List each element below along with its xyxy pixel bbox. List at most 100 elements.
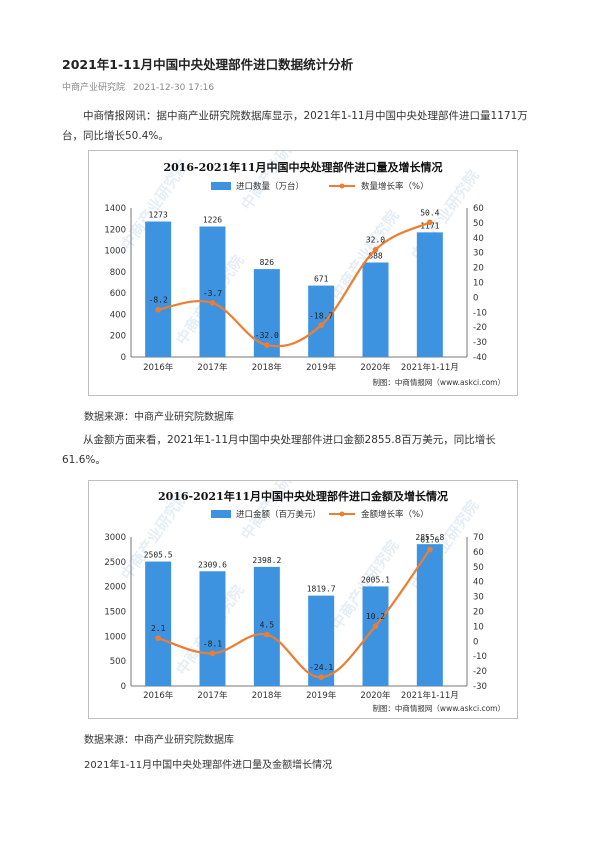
bar-series: 1273 1226 826 671 888 1171 bbox=[145, 211, 443, 357]
y-left-tick-label: 200 bbox=[110, 332, 126, 342]
line-point bbox=[372, 246, 379, 253]
line-value-label: -3.7 bbox=[203, 289, 222, 298]
y-right-tick-label: -40 bbox=[473, 353, 487, 363]
y-right-tick-label: 40 bbox=[473, 578, 484, 588]
section-caption: 2021年1-11月中国中央处理部件进口量及金额增长情况 bbox=[84, 760, 333, 771]
line-value-label: 61.6 bbox=[420, 536, 439, 545]
paragraph-amount: 从金额方面来看，2021年1-11月中国中央处理部件进口金额2855.8百万美元… bbox=[62, 434, 496, 466]
y-right-tick-label: 0 bbox=[473, 637, 478, 647]
y-left-tick-label: 0 bbox=[121, 353, 126, 363]
y-right-tick-label: 50 bbox=[473, 219, 484, 229]
x-tick-label: 2021年1-11月 bbox=[401, 362, 459, 373]
chart-amount: 中商产业研究院中商产业研究院中商产业研究院中商产业研究院中商产业研究院2016-… bbox=[104, 481, 505, 713]
bar-value-label: 1171 bbox=[420, 221, 439, 230]
y-right-tick-label: 30 bbox=[473, 249, 484, 259]
y-right-tick-label: -20 bbox=[473, 667, 487, 677]
y-axis-left: 0 200 400 600 800 1000 1200 1400 bbox=[104, 204, 126, 363]
y-left-tick-label: 2000 bbox=[104, 583, 126, 593]
line-series: -8.2 -3.7 -32.0 -18.7 32.0 50.4 bbox=[149, 208, 440, 348]
line-value-label: -24.1 bbox=[309, 663, 333, 672]
bar bbox=[308, 285, 335, 357]
x-tick-label: 2016年 bbox=[143, 690, 174, 701]
bar bbox=[145, 561, 172, 686]
bar bbox=[199, 571, 226, 686]
bar-series: 2505.5 2309.6 2398.2 1819.7 2005.1 2855.8 bbox=[144, 533, 444, 686]
y-left-tick-label: 1000 bbox=[104, 247, 126, 257]
bar bbox=[308, 595, 335, 686]
bar-value-label: 2505.5 bbox=[144, 551, 173, 560]
line-point bbox=[264, 631, 270, 638]
bar bbox=[416, 232, 443, 357]
paragraph-volume: 中商情报网讯：据中商产业研究院数据库显示，2021年1-11月中国中央处理部件进… bbox=[62, 110, 528, 142]
bar-value-label: 1819.7 bbox=[307, 585, 336, 594]
line-series: 2.1 -8.1 4.5 -24.1 10.2 61.6 bbox=[151, 536, 440, 681]
x-tick-label: 2017年 bbox=[197, 690, 228, 701]
chart-legend: 进口金额（百万美元） 金额增长率（%） bbox=[211, 509, 429, 520]
y-right-tick-label: 20 bbox=[473, 264, 484, 274]
x-tick-label: 2021年1-11月 bbox=[401, 690, 459, 701]
x-tick-label: 2020年 bbox=[360, 362, 391, 373]
chart-amount-box: 中商产业研究院中商产业研究院中商产业研究院中商产业研究院中商产业研究院2016-… bbox=[88, 480, 518, 719]
y-right-tick-label: 60 bbox=[473, 548, 484, 558]
bar-value-label: 888 bbox=[368, 251, 383, 260]
legend-bar-label: 进口数量（万台） bbox=[236, 181, 304, 192]
x-tick-label: 2017年 bbox=[197, 362, 228, 373]
line-value-label: -18.7 bbox=[309, 311, 333, 320]
x-tick-label: 2018年 bbox=[252, 362, 283, 373]
line-point bbox=[155, 306, 161, 313]
publish-date: 2021-12-30 17:16 bbox=[133, 83, 215, 93]
line-point bbox=[209, 300, 216, 306]
bar-value-label: 826 bbox=[260, 258, 275, 267]
line-value-label: -32.0 bbox=[255, 331, 279, 340]
article-title: 2021年1-11月中国中央处理部件进口数据统计分析 bbox=[62, 57, 354, 72]
bar bbox=[362, 262, 389, 357]
bar-value-label: 1226 bbox=[203, 216, 222, 225]
y-right-tick-label: 70 bbox=[473, 533, 484, 543]
bar-value-label: 671 bbox=[314, 275, 329, 284]
line-value-label: -8.2 bbox=[149, 296, 168, 305]
y-right-tick-label: 10 bbox=[473, 622, 484, 632]
legend-line-marker bbox=[339, 183, 345, 189]
line-value-label: -8.1 bbox=[203, 639, 222, 648]
line-point bbox=[318, 322, 324, 329]
line-point bbox=[427, 219, 433, 226]
data-source-1: 数据来源：中商产业研究院数据库 bbox=[84, 412, 234, 423]
y-left-tick-label: 1500 bbox=[104, 608, 126, 618]
line-value-label: 2.1 bbox=[151, 624, 166, 633]
line-value-label: 10.2 bbox=[366, 612, 385, 621]
bar-value-label: 2005.1 bbox=[361, 575, 390, 584]
line-value-label: 32.0 bbox=[366, 236, 385, 245]
x-tick-label: 2018年 bbox=[252, 690, 283, 701]
y-axis-right: -40 -30 -20 -10 0 10 20 30 40 50 60 bbox=[473, 204, 487, 363]
legend-line-label: 金额增长率（%） bbox=[361, 509, 429, 520]
line-point bbox=[372, 623, 379, 629]
article-meta: 中商产业研究院 2021-12-30 17:16 bbox=[62, 80, 214, 93]
y-right-tick-label: -20 bbox=[473, 323, 487, 333]
x-tick-label: 2019年 bbox=[306, 690, 337, 701]
bar-value-label: 1273 bbox=[149, 211, 168, 220]
legend-bar-label: 进口金额（百万美元） bbox=[236, 509, 321, 520]
line-point bbox=[264, 342, 270, 348]
chart-credit: 制图：中商情报网（www.askci.com） bbox=[372, 703, 505, 713]
legend-bar-swatch bbox=[211, 182, 231, 190]
y-right-tick-label: -30 bbox=[473, 682, 487, 692]
y-right-tick-label: 0 bbox=[473, 293, 478, 303]
x-tick-label: 2019年 bbox=[306, 362, 337, 373]
chart-legend: 进口数量（万台） 数量增长率（%） bbox=[211, 181, 429, 192]
legend-line-label: 数量增长率（%） bbox=[361, 181, 429, 192]
y-right-tick-label: -10 bbox=[473, 652, 487, 662]
line-point bbox=[427, 546, 433, 553]
y-right-tick-label: 20 bbox=[473, 608, 484, 618]
y-axis-right: -30 -20 -10 0 10 20 30 40 50 60 70 bbox=[473, 533, 487, 692]
bar bbox=[416, 544, 443, 686]
chart-title: 2016-2021年11月中国中央处理部件进口量及增长情况 bbox=[163, 160, 442, 174]
y-right-tick-label: -30 bbox=[473, 338, 487, 348]
y-right-tick-label: 10 bbox=[473, 279, 484, 289]
chart-volume-box: 中商产业研究院中商产业研究院中商产业研究院中商产业研究院中商产业研究院2016-… bbox=[88, 150, 518, 396]
legend-bar-swatch bbox=[211, 510, 231, 518]
source-name[interactable]: 中商产业研究院 bbox=[62, 83, 126, 93]
x-tick-label: 2016年 bbox=[143, 362, 174, 373]
y-left-tick-label: 500 bbox=[110, 657, 126, 667]
line-value-label: 4.5 bbox=[260, 621, 275, 630]
bar bbox=[199, 226, 226, 357]
